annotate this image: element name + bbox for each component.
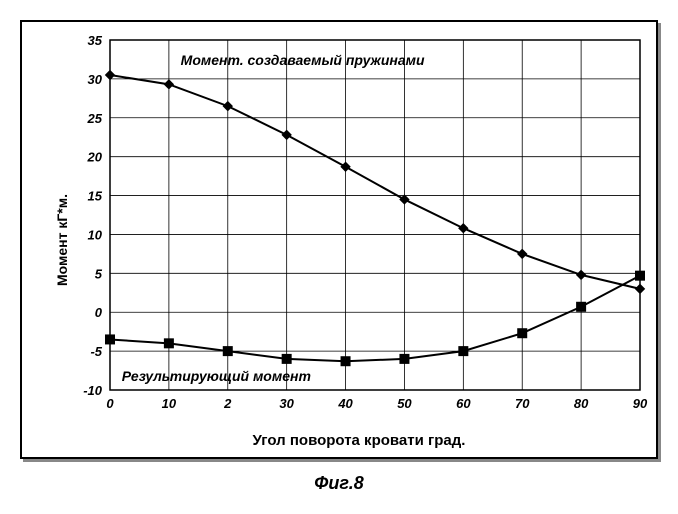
svg-text:-10: -10 — [83, 383, 103, 398]
chart-box: Момент кГ*м. -10 -5 0 5 10 15 20 25 30 35 0 10 2 30 40… — [20, 20, 658, 459]
svg-text:90: 90 — [633, 396, 648, 411]
svg-text:10: 10 — [88, 227, 103, 242]
x-axis-label: Угол поворота кровати град. — [70, 432, 648, 449]
svg-text:20: 20 — [87, 150, 103, 165]
svg-text:-5: -5 — [90, 344, 102, 359]
svg-text:0: 0 — [95, 305, 103, 320]
svg-text:40: 40 — [337, 396, 353, 411]
svg-text:30: 30 — [88, 72, 103, 87]
svg-text:35: 35 — [88, 33, 103, 48]
svg-text:10: 10 — [162, 396, 177, 411]
svg-text:50: 50 — [397, 396, 412, 411]
svg-text:80: 80 — [574, 396, 589, 411]
svg-text:0: 0 — [106, 396, 114, 411]
svg-text:15: 15 — [88, 189, 103, 204]
chart-container: Момент кГ*м. -10 -5 0 5 10 15 20 25 30 35 0 10 2 30 40… — [20, 20, 658, 494]
figure-caption: Фиг.8 — [20, 473, 658, 494]
svg-text:60: 60 — [456, 396, 471, 411]
svg-text:2: 2 — [223, 396, 232, 411]
series1-label: Момент. создаваемый пружинами — [181, 52, 425, 68]
svg-text:30: 30 — [279, 396, 294, 411]
series2-label: Результирующий момент — [122, 368, 311, 384]
y-axis-label: Момент кГ*м. — [54, 193, 70, 285]
svg-text:5: 5 — [95, 266, 103, 281]
svg-text:70: 70 — [515, 396, 530, 411]
svg-text:25: 25 — [87, 111, 103, 126]
